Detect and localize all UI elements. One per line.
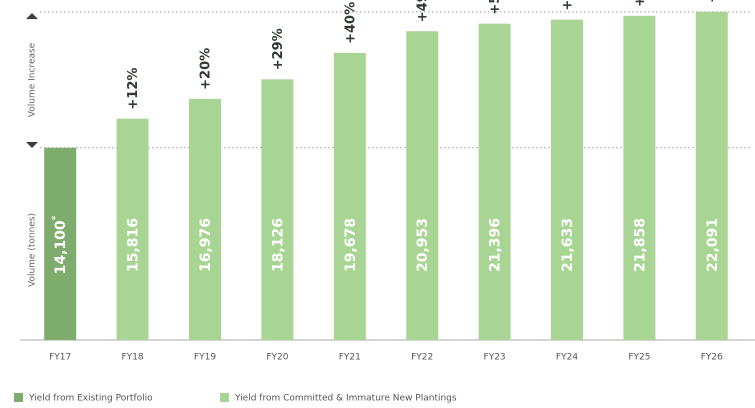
increase-label: +49% [416,0,431,22]
bar [478,23,511,340]
bar [551,19,583,341]
x-tick-label: FY23 [484,353,506,363]
legend-label: Yield from Existing Portfolio [28,394,153,404]
annotation: Volume Increase [28,42,38,117]
bar [695,11,728,340]
legend-label: Yield from Committed & Immature New Plan… [234,394,457,404]
bar [44,147,77,340]
x-tick-label: FY26 [701,353,723,363]
x-tick-label: FY22 [411,353,433,363]
value-label: 19,678 [343,218,359,272]
x-tick-label: FY24 [556,353,578,363]
value-label: 21,396 [488,218,504,272]
increase-label: +53% [561,0,576,11]
increase-label: +12% [126,68,141,110]
value-label: 16,976 [198,218,214,272]
legend-swatch [14,393,23,402]
value-label: 14,100* [51,215,69,274]
x-tick-label: FY17 [49,353,71,363]
legend-swatch [220,393,229,402]
bar [406,31,439,341]
value-label: 18,126 [270,218,286,272]
x-tick-label: FY19 [194,353,216,363]
arrow-down [26,142,38,148]
bar [333,52,366,341]
x-tick-label: FY25 [628,353,650,363]
bar [623,15,656,340]
value-label: 21,858 [632,218,648,272]
value-label: 20,953 [415,218,431,272]
increase-label: +57% [705,0,720,3]
increase-label: +20% [199,48,214,90]
x-tick-label: FY20 [266,353,288,363]
bar [261,79,294,341]
x-tick-label: FY21 [339,353,361,363]
value-label: 22,091 [705,218,721,272]
increase-label: +40% [343,2,358,44]
x-tick-label: FY18 [122,353,144,363]
bar [189,98,221,341]
increase-label: +55% [633,0,648,7]
bar [116,118,149,340]
arrow-up [26,13,38,19]
increase-label: +52% [488,0,503,15]
footnote-mark: * [51,215,61,220]
value-label: 15,816 [126,218,142,272]
y-axis-label: Volume (tonnes) [28,213,38,287]
value-label: 21,633 [560,218,576,272]
increase-label: +29% [271,28,286,70]
